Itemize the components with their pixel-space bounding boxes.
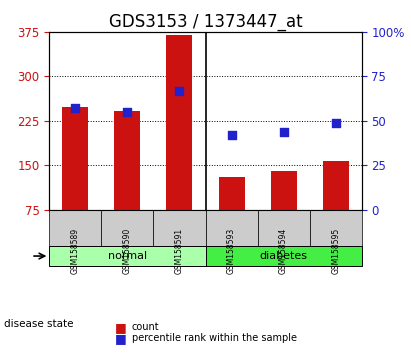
Text: GSM158595: GSM158595 <box>331 211 340 266</box>
Text: GSM158595: GSM158595 <box>331 228 340 274</box>
FancyBboxPatch shape <box>206 210 258 246</box>
Text: ■: ■ <box>115 332 127 344</box>
Text: ■: ■ <box>115 321 127 334</box>
Bar <box>270 171 297 210</box>
Title: GDS3153 / 1373447_at: GDS3153 / 1373447_at <box>109 13 302 30</box>
Text: GSM158594: GSM158594 <box>279 211 288 266</box>
Point <box>332 120 339 125</box>
Bar <box>114 111 141 210</box>
Text: GSM158589: GSM158589 <box>71 211 80 266</box>
Text: disease state: disease state <box>4 319 74 329</box>
Point <box>228 132 235 138</box>
Text: normal: normal <box>108 251 147 261</box>
Text: count: count <box>132 322 159 332</box>
FancyBboxPatch shape <box>102 210 153 246</box>
Text: GSM158590: GSM158590 <box>123 211 132 266</box>
Bar <box>62 107 88 210</box>
Text: GSM158594: GSM158594 <box>279 228 288 274</box>
FancyBboxPatch shape <box>206 246 362 266</box>
Text: GSM158591: GSM158591 <box>175 228 184 274</box>
Bar <box>323 161 349 210</box>
Bar <box>166 35 192 210</box>
FancyBboxPatch shape <box>309 210 362 246</box>
Text: diabetes: diabetes <box>260 251 307 261</box>
FancyBboxPatch shape <box>153 210 206 246</box>
Text: GSM158591: GSM158591 <box>175 211 184 266</box>
FancyBboxPatch shape <box>258 210 309 246</box>
Point <box>124 109 131 115</box>
Text: GSM158593: GSM158593 <box>227 211 236 266</box>
FancyBboxPatch shape <box>49 246 206 266</box>
Text: GSM158593: GSM158593 <box>227 228 236 274</box>
Point <box>280 129 287 135</box>
Text: GSM158590: GSM158590 <box>123 228 132 274</box>
Bar <box>219 177 245 210</box>
Text: GSM158589: GSM158589 <box>71 228 80 274</box>
Point <box>176 88 183 93</box>
Point <box>72 105 79 111</box>
FancyBboxPatch shape <box>49 210 102 246</box>
Text: percentile rank within the sample: percentile rank within the sample <box>132 333 296 343</box>
